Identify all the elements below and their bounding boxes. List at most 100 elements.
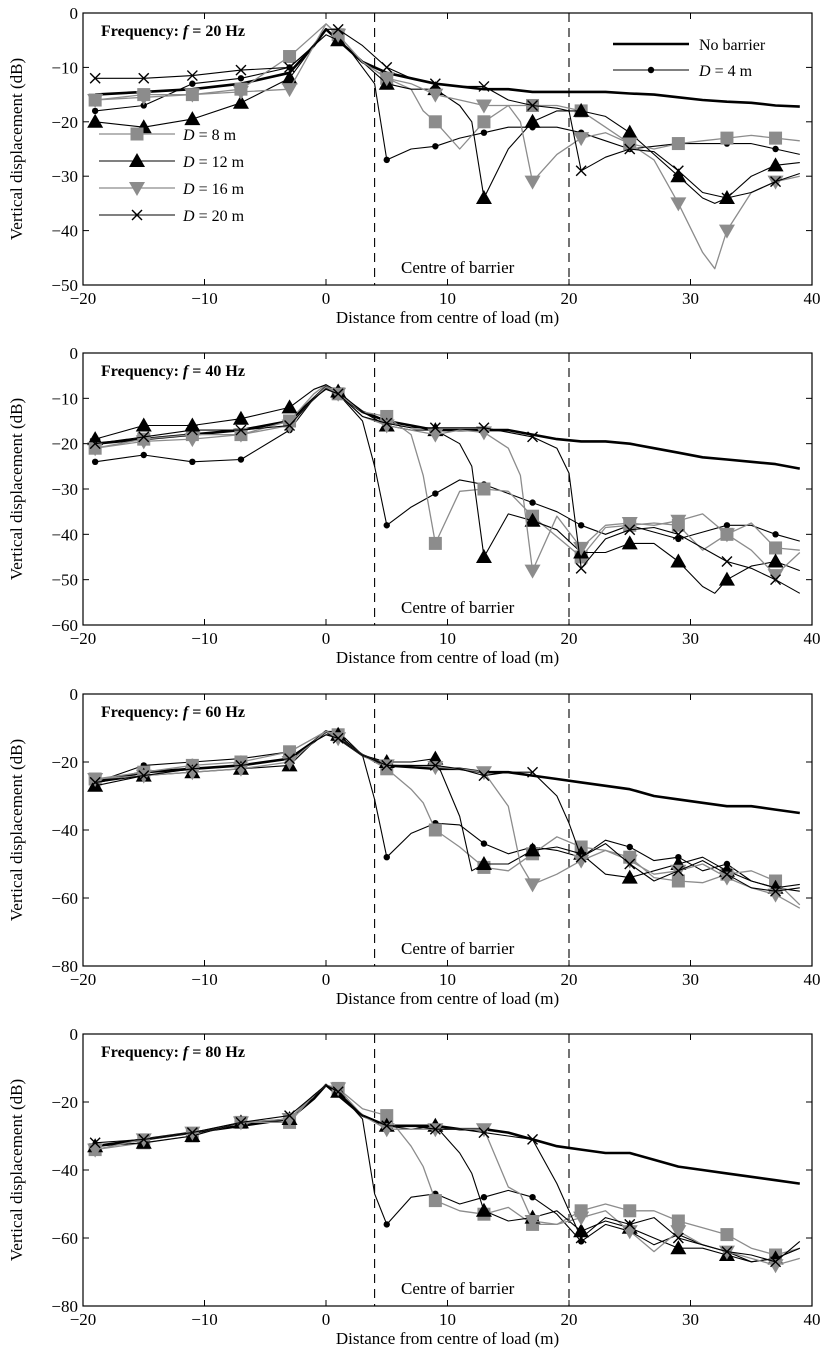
x-tick-label: 20 [561,289,578,308]
data-point [770,574,782,586]
data-point [429,759,441,771]
series-d-4-m [91,386,800,543]
x-tick-label: 20 [561,970,578,989]
data-point [477,115,491,129]
data-point [135,91,152,106]
x-tick-label: 10 [439,1310,456,1329]
x-tick-label: −10 [191,1310,218,1329]
data-point [427,1123,444,1138]
data-point [284,420,296,432]
frequency-label: Frequency: f = 60 Hz [101,704,245,721]
series-no-barrier [95,27,800,108]
data-point [672,528,684,540]
data-point [575,562,587,574]
data-point [428,823,442,837]
data-point [378,72,395,87]
data-point [87,431,104,446]
series-d-16-m [87,23,800,270]
series-line [95,734,800,892]
series-d-20-m [89,23,800,204]
legend-item-d-16-m: D = 16 m [99,181,245,198]
data-point [575,165,587,177]
data-point [524,878,541,893]
x-tick-label: 0 [322,289,331,308]
y-tick-label: −20 [51,753,78,772]
x-tick-label: −20 [70,1310,97,1329]
data-point [284,1110,296,1122]
data-point [477,482,491,496]
legend-label: D = 8 m [182,127,237,144]
x-tick-label: −10 [191,289,218,308]
legend-item-no-barrier: No barrier [613,37,766,54]
legend-label: D = 16 m [182,181,245,198]
data-point [475,766,492,781]
data-point [429,422,441,434]
series-line [95,384,800,594]
x-tick-label: 20 [561,629,578,648]
series-d-8-m [88,728,801,906]
x-tick-label: 30 [682,629,699,648]
data-point [281,70,298,85]
legend-label: No barrier [699,37,766,54]
series-d-12-m [87,726,800,894]
data-point [670,553,687,568]
data-point [381,417,393,429]
data-point [573,854,590,869]
data-point [284,61,296,73]
series-line [95,730,800,892]
data-point [675,535,682,543]
series-line [95,1084,801,1263]
data-point [524,842,541,857]
data-point [573,132,590,147]
x-tick-label: 40 [804,629,821,648]
series-line [95,1084,801,1263]
series-line [95,730,801,906]
data-point [621,517,638,531]
data-point [281,83,298,98]
data-point [767,1259,784,1274]
data-point [330,387,347,402]
data-point [135,435,152,450]
data-point [767,175,784,190]
series-no-barrier [95,1083,800,1185]
data-point [524,512,541,527]
data-point [383,522,390,529]
data-point [672,865,684,877]
data-point [527,99,539,111]
data-point [232,428,249,443]
data-point [281,419,298,434]
data-point [87,773,104,787]
data-point [383,854,390,861]
data-point [475,426,492,441]
legend-item-d-12-m: D = 12 m [99,153,245,171]
data-point [770,1256,782,1268]
data-point [527,431,539,443]
data-point [475,1123,492,1138]
data-point [186,70,198,82]
data-point [429,78,441,90]
data-point [772,531,779,538]
data-point [432,143,439,150]
y-tick-label: −30 [51,167,78,186]
series-line [95,1083,800,1185]
y-axis-label: Vertical displacement (dB) [7,739,26,921]
data-point [330,732,347,747]
data-point [381,61,393,73]
data-point [480,840,488,847]
y-tick-label: −40 [51,222,78,241]
data-point [284,753,296,765]
data-point [721,556,733,568]
data-point [718,1245,735,1260]
data-point [140,451,147,459]
x-tick-label: 0 [322,1310,331,1329]
data-point [577,522,585,529]
data-point [718,189,735,204]
data-point [478,422,490,434]
data-point [624,524,636,536]
data-point [283,50,297,64]
data-point [135,769,152,784]
data-point [621,124,638,139]
x-tick-label: 10 [439,629,456,648]
